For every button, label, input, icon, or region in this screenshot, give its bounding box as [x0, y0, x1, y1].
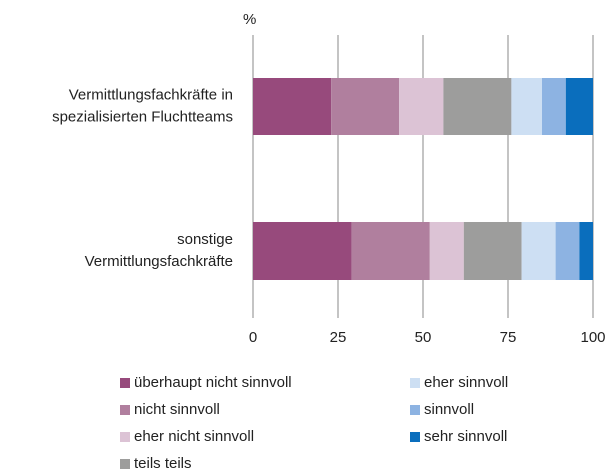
- legend-swatch: [120, 459, 130, 469]
- bar-segment: [253, 78, 332, 135]
- legend-label: sehr sinnvoll: [424, 428, 507, 445]
- legend-label: überhaupt nicht sinnvoll: [134, 374, 292, 391]
- bar-segment: [331, 78, 400, 135]
- bar-segment: [253, 222, 352, 280]
- bar-segment: [579, 222, 593, 280]
- bar-segment: [399, 78, 444, 135]
- x-tick-label: 100: [580, 329, 605, 346]
- category-label: spezialisierten Fluchtteams: [52, 108, 233, 125]
- legend-label: eher sinnvoll: [424, 374, 508, 391]
- bar-segment: [443, 78, 512, 135]
- legend-label: eher nicht sinnvoll: [134, 428, 254, 445]
- legend-swatch: [120, 432, 130, 442]
- bar-segment: [565, 78, 593, 135]
- bar-segment: [429, 222, 464, 280]
- x-tick-label: 75: [500, 329, 517, 346]
- bar-segment: [521, 222, 556, 280]
- bar-segment: [463, 222, 522, 280]
- legend-swatch: [120, 378, 130, 388]
- legend-swatch: [120, 405, 130, 415]
- legend-swatch: [410, 432, 420, 442]
- x-tick-label: 0: [249, 329, 257, 346]
- legend-swatch: [410, 405, 420, 415]
- category-label: Vermittlungsfachkräfte in: [69, 86, 233, 103]
- axis-unit-label: %: [243, 11, 256, 28]
- category-label: sonstige: [177, 231, 233, 248]
- x-tick-label: 25: [330, 329, 347, 346]
- bar-segment: [542, 78, 566, 135]
- legend-swatch: [410, 378, 420, 388]
- x-tick-label: 50: [415, 329, 432, 346]
- bar-segment: [511, 78, 542, 135]
- category-label: Vermittlungsfachkräfte: [85, 253, 233, 270]
- legend-label: nicht sinnvoll: [134, 401, 220, 418]
- bar-segment: [351, 222, 430, 280]
- legend-label: sinnvoll: [424, 401, 474, 418]
- legend-label: teils teils: [134, 455, 192, 472]
- bar-segment: [555, 222, 580, 280]
